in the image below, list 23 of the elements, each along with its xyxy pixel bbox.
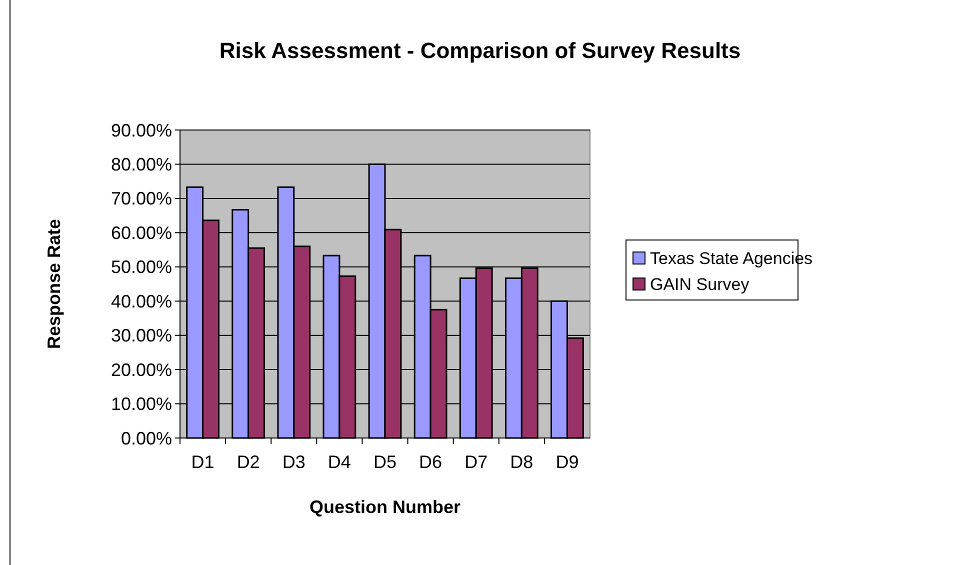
y-tick-label: 60.00% bbox=[110, 222, 172, 243]
y-tick-label: 50.00% bbox=[110, 257, 172, 278]
y-tick-label: 40.00% bbox=[110, 291, 172, 312]
y-tick-label: 90.00% bbox=[110, 120, 172, 140]
x-tick-label: D6 bbox=[419, 452, 442, 472]
chart-title: Risk Assessment - Comparison of Survey Results bbox=[219, 38, 741, 63]
x-tick-label: D4 bbox=[328, 452, 351, 472]
x-tick-label: D5 bbox=[373, 452, 397, 472]
y-tick-label: 0.00% bbox=[120, 428, 172, 448]
x-tick-label: D7 bbox=[464, 452, 488, 472]
x-tick-label: D8 bbox=[510, 452, 534, 472]
y-axis-title: Response Rate bbox=[44, 218, 64, 350]
y-tick-label: 20.00% bbox=[110, 360, 172, 380]
y-tick-label: 80.00% bbox=[110, 154, 172, 175]
y-tick-label: 70.00% bbox=[110, 188, 172, 209]
x-tick-label: D2 bbox=[236, 452, 260, 472]
x-tick-label: D3 bbox=[282, 452, 306, 472]
y-tick-label: 10.00% bbox=[110, 394, 172, 414]
x-tick-label: D9 bbox=[556, 452, 579, 472]
x-tick-label: D1 bbox=[191, 452, 214, 472]
legend-label: GAIN Survey bbox=[650, 274, 750, 294]
y-tick-label: 30.00% bbox=[110, 326, 172, 346]
x-axis-title: Question Number bbox=[309, 497, 461, 517]
